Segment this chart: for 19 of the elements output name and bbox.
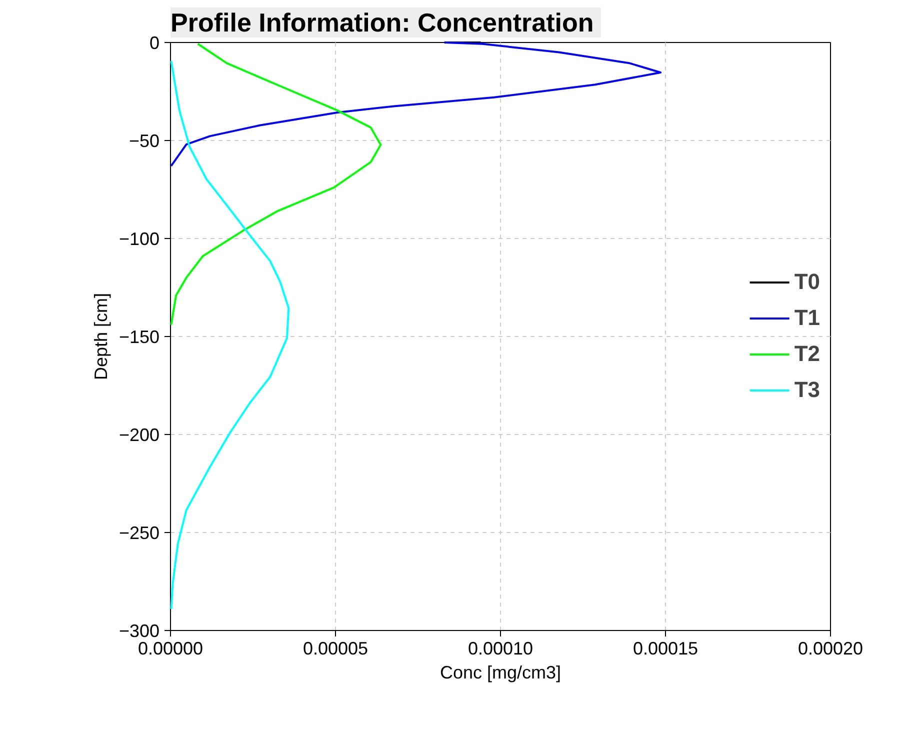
y-tick-label: −200: [118, 425, 160, 445]
x-tick-label: 0.00015: [632, 638, 698, 658]
y-tick-label: −300: [118, 621, 160, 641]
y-tick-label: −250: [118, 523, 160, 543]
y-tick-label: −150: [118, 327, 160, 347]
x-tick-label: 0.00010: [468, 638, 534, 658]
y-tick-label: −50: [128, 131, 160, 151]
x-tick-label: 0.00005: [302, 638, 368, 658]
legend-label: T3: [794, 377, 820, 403]
y-axis-title: Depth [cm]: [90, 292, 111, 380]
y-tick-label: 0: [149, 33, 160, 53]
legend-label: T2: [794, 341, 820, 367]
y-tick-label: −100: [118, 229, 160, 249]
x-axis-title: Conc [mg/cm3]: [440, 662, 562, 682]
legend-label: T0: [794, 269, 820, 295]
x-tick-label: 0.00000: [138, 638, 204, 658]
x-tick-label: 0.00020: [798, 638, 864, 658]
chart-title: Profile Information: Concentration: [170, 8, 594, 38]
legend-label: T1: [794, 305, 820, 331]
